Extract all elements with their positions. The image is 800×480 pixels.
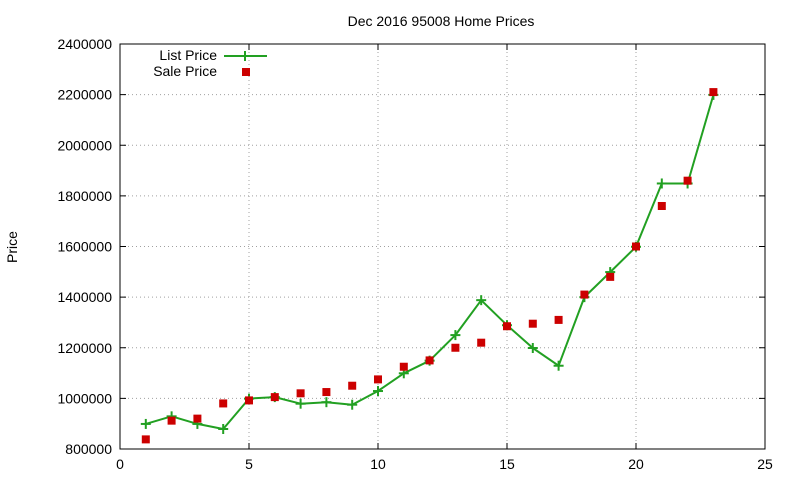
sale-price-point bbox=[167, 416, 176, 425]
list-price-point bbox=[553, 360, 564, 371]
x-tick-label: 0 bbox=[116, 456, 124, 472]
sale-price-point bbox=[322, 388, 331, 397]
list-price-point bbox=[140, 418, 151, 429]
sale-price-point bbox=[348, 381, 357, 390]
sale-price-point bbox=[141, 435, 150, 444]
sale-price-point bbox=[503, 322, 511, 331]
list-price-point bbox=[476, 295, 487, 306]
sale-price-point bbox=[245, 396, 253, 405]
y-tick-label: 800000 bbox=[65, 441, 112, 457]
sale-price-point bbox=[477, 338, 486, 347]
x-tick-label: 5 bbox=[245, 456, 253, 472]
x-tick-label: 15 bbox=[499, 456, 515, 472]
y-tick-label: 1000000 bbox=[57, 390, 112, 406]
chart-title: Dec 2016 95008 Home Prices bbox=[348, 13, 535, 29]
legend-marker-sale-price bbox=[242, 68, 250, 76]
sale-price-point bbox=[554, 315, 563, 324]
sale-price-point bbox=[270, 393, 279, 402]
list-price-point bbox=[656, 178, 667, 189]
legend: List Price Sale Price bbox=[153, 47, 267, 79]
sale-price-point bbox=[606, 272, 615, 281]
y-tick-label: 1200000 bbox=[57, 340, 112, 356]
list-price-point bbox=[527, 343, 538, 354]
y-axis-label: Price bbox=[4, 231, 20, 263]
axis-ticks: 0 5 10 15 20 25 800000 1000000 1200000 1400000 160… bbox=[57, 36, 773, 472]
sale-price-point bbox=[451, 343, 460, 352]
y-tick-label: 1800000 bbox=[57, 188, 112, 204]
y-tick-label: 2000000 bbox=[57, 137, 112, 153]
x-tick-label: 10 bbox=[370, 456, 386, 472]
sale-price-point bbox=[296, 389, 305, 398]
legend-marker-list-price bbox=[240, 51, 250, 61]
sale-price-point bbox=[683, 176, 692, 185]
sale-price-point bbox=[425, 356, 434, 365]
y-tick-label: 2200000 bbox=[57, 87, 112, 103]
list-price-point bbox=[321, 397, 332, 408]
sale-price-point bbox=[528, 319, 537, 328]
sale-price-point bbox=[632, 242, 640, 251]
x-tick-label: 25 bbox=[757, 456, 773, 472]
list-price-point bbox=[373, 386, 383, 397]
sale-price-point bbox=[374, 375, 382, 384]
list-price-point bbox=[218, 424, 229, 435]
sale-price-point bbox=[193, 414, 202, 423]
list-price-point bbox=[450, 330, 461, 341]
legend-label-sale-price: Sale Price bbox=[153, 63, 217, 79]
list-price-point bbox=[295, 398, 306, 409]
series-layer bbox=[140, 88, 719, 444]
y-tick-label: 2400000 bbox=[57, 36, 112, 52]
list-price-point bbox=[347, 399, 358, 410]
sale-price-point bbox=[219, 399, 228, 408]
legend-label-list-price: List Price bbox=[159, 47, 217, 63]
y-tick-label: 1600000 bbox=[57, 239, 112, 255]
sale-price-point bbox=[580, 290, 589, 299]
y-tick-label: 1400000 bbox=[57, 289, 112, 305]
sale-price-point bbox=[399, 362, 408, 371]
sale-price-point bbox=[657, 202, 666, 210]
sale-price-point bbox=[709, 88, 718, 97]
x-tick-label: 20 bbox=[628, 456, 644, 472]
